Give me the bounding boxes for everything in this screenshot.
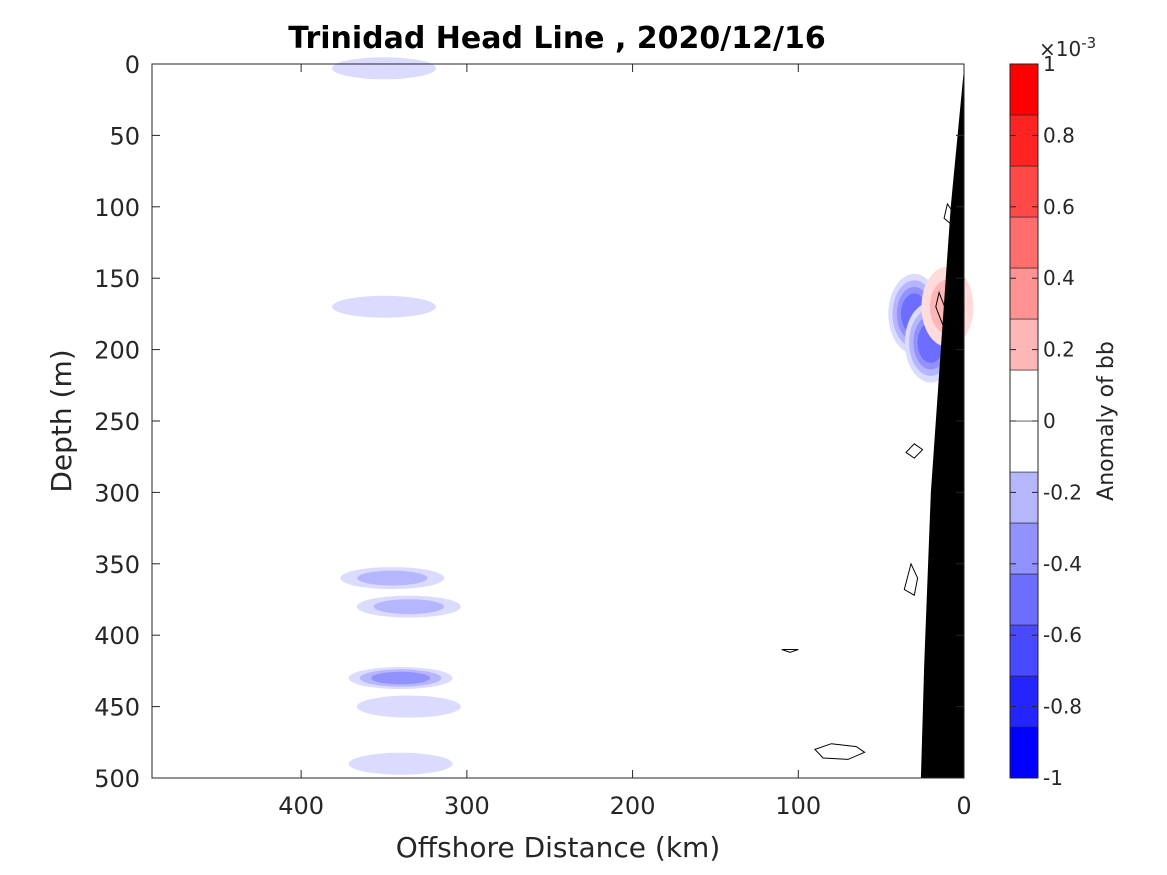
zero-contour-line <box>903 562 919 596</box>
colorbar-swatch <box>1009 318 1039 371</box>
y-tick-label: 150 <box>94 265 140 293</box>
y-tick-label: 0 <box>125 51 140 79</box>
colorbar-swatches <box>1009 63 1039 779</box>
colorbar-swatch <box>1009 216 1039 269</box>
anomaly-field <box>332 57 974 775</box>
colorbar-multiplier: ×10-3 <box>1039 34 1096 61</box>
anomaly-contour-band <box>348 752 453 775</box>
anomaly-contour-band <box>332 295 436 318</box>
colorbar-swatch <box>1009 471 1039 524</box>
colorbar-tick-label: -0.4 <box>1043 552 1082 576</box>
y-tick-label: 300 <box>94 479 140 507</box>
plot-area: 400 300 200 100 0 0 50 100 150 200 250 300 350 400 45… <box>94 51 974 820</box>
y-tick-label: 400 <box>94 622 140 650</box>
y-tick-label: 200 <box>94 337 140 365</box>
anomaly-feature <box>348 752 453 775</box>
y-tick-label: 250 <box>94 408 140 436</box>
anomaly-feature <box>332 57 436 80</box>
colorbar-tick-label: 0.4 <box>1043 266 1075 290</box>
anomaly-feature <box>356 595 461 618</box>
colorbar-tick-label: 1 <box>1043 52 1056 76</box>
colorbar-swatch <box>1009 369 1039 422</box>
plot-background <box>152 64 964 778</box>
x-tick-label: 200 <box>610 792 656 820</box>
colorbar: -1 -0.8 -0.6 -0.4 -0.2 0 0.2 0.4 0.6 0.8 1 ×10-3 A… <box>1009 34 1119 790</box>
colorbar-ticks: -1 -0.8 -0.6 -0.4 -0.2 0 0.2 0.4 0.6 0.8 1 <box>1010 52 1082 790</box>
y-tick-label: 450 <box>94 694 140 722</box>
y-tick-label: 100 <box>94 194 140 222</box>
x-tick-label: 400 <box>278 792 324 820</box>
colorbar-tick-label: 0.8 <box>1043 123 1075 147</box>
colorbar-swatch <box>1009 267 1039 320</box>
anomaly-feature <box>340 567 445 590</box>
zero-contour-line <box>905 443 924 459</box>
y-tick-label: 50 <box>109 122 140 150</box>
colorbar-swatch <box>1009 114 1039 167</box>
colorbar-label: Anomaly of bb <box>1094 341 1119 501</box>
colorbar-tick-label: 0 <box>1043 409 1056 433</box>
anomaly-contour-band <box>371 671 431 685</box>
x-tick-label: 300 <box>444 792 490 820</box>
x-tick-label: 100 <box>775 792 821 820</box>
chart-title: Trinidad Head Line , 2020/12/16 <box>288 21 825 56</box>
colorbar-swatch <box>1009 165 1039 218</box>
seafloor-bathymetry <box>920 68 964 778</box>
colorbar-swatch <box>1009 624 1039 677</box>
zero-contour-line <box>814 743 866 760</box>
colorbar-tick-label: -0.8 <box>1043 695 1082 719</box>
anomaly-feature <box>348 667 453 690</box>
anomaly-contour-band <box>332 57 436 80</box>
anomaly-contour-band <box>356 695 461 718</box>
colorbar-swatch <box>1009 675 1039 728</box>
zero-contour-line <box>781 649 799 653</box>
anomaly-feature <box>356 695 461 718</box>
y-tick-label: 500 <box>94 765 140 793</box>
anomaly-contour-band <box>373 599 444 615</box>
colorbar-tick-label: 0.6 <box>1043 195 1075 219</box>
colorbar-tick-label: -1 <box>1043 766 1063 790</box>
x-axis-label: Offshore Distance (km) <box>396 831 721 864</box>
y-axis-ticks: 0 50 100 150 200 250 300 350 400 450 500 <box>94 51 964 793</box>
y-tick-label: 350 <box>94 551 140 579</box>
anomaly-feature <box>332 295 436 318</box>
anomaly-contour-band <box>357 570 428 586</box>
colorbar-swatch <box>1009 573 1039 626</box>
colorbar-tick-label: 0.2 <box>1043 338 1075 362</box>
x-axis-ticks: 400 300 200 100 0 <box>278 64 972 820</box>
colorbar-tick-label: -0.6 <box>1043 623 1082 647</box>
colorbar-tick-label: -0.2 <box>1043 480 1082 504</box>
colorbar-swatch <box>1009 63 1039 116</box>
y-axis-label: Depth (m) <box>45 349 78 492</box>
x-tick-label: 0 <box>956 792 971 820</box>
colorbar-swatch <box>1009 726 1039 779</box>
colorbar-swatch <box>1009 420 1039 473</box>
colorbar-swatch <box>1009 522 1039 575</box>
